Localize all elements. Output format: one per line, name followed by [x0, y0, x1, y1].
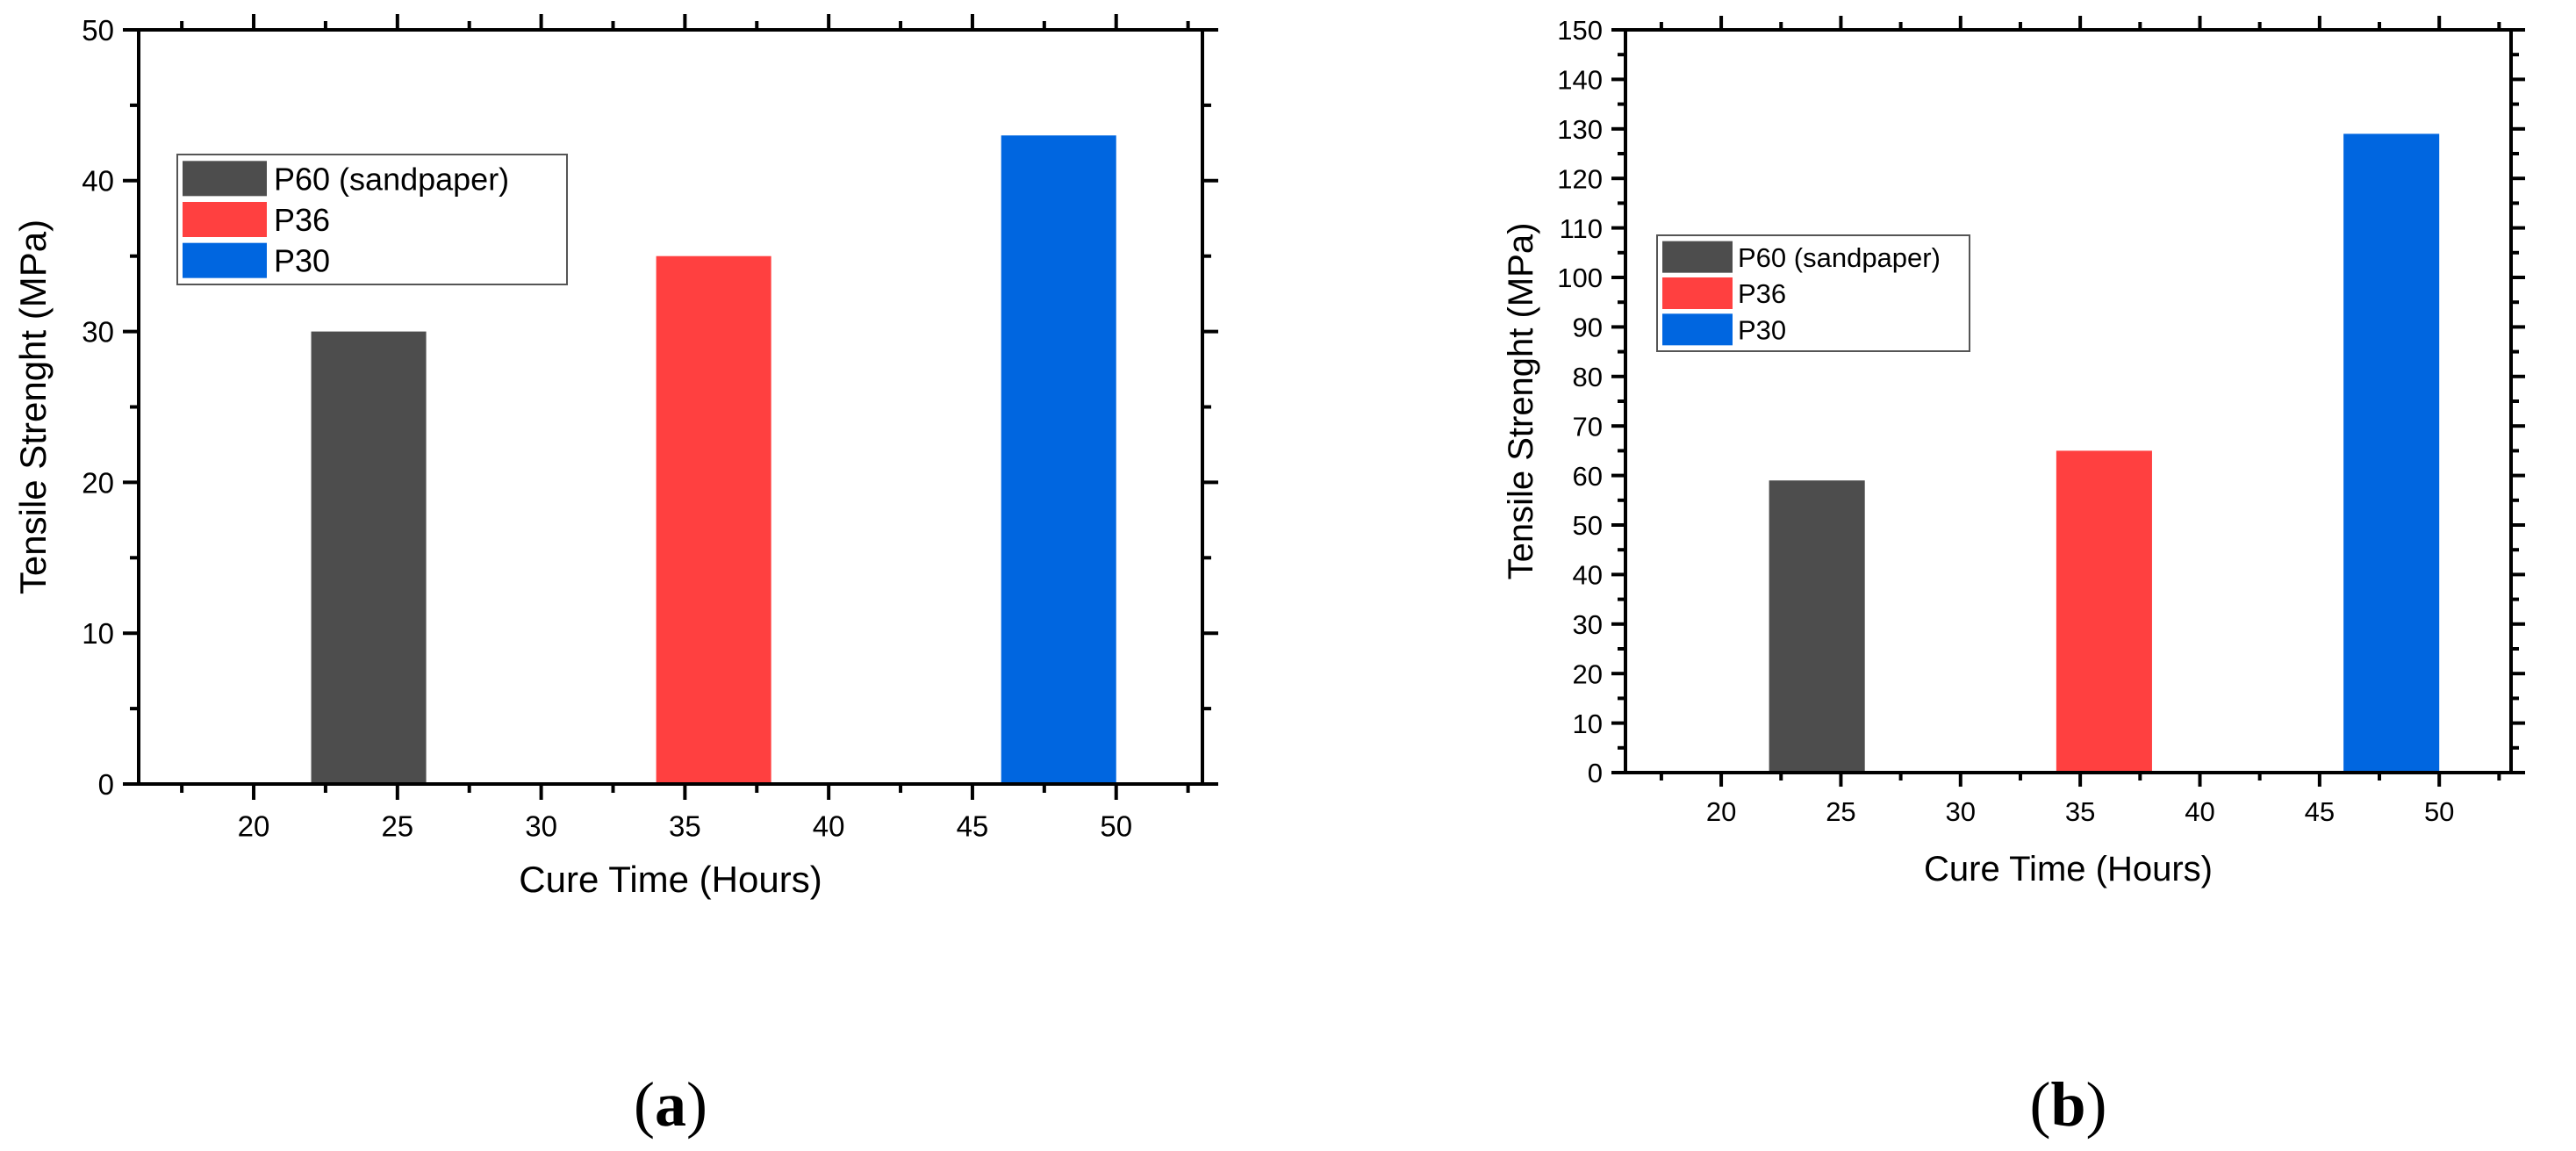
panel-label-letter: b	[2050, 1069, 2085, 1140]
legend-swatch-p60	[1662, 241, 1733, 273]
y-tick-label: 20	[82, 466, 114, 499]
legend-label: P60 (sandpaper)	[274, 161, 509, 197]
legend-label: P36	[1738, 278, 1786, 309]
panel-label-open-paren: (	[634, 1069, 655, 1140]
y-axis-title: Tensile Strenght (MPa)	[1502, 223, 1540, 580]
chart-a: 0 10 20 30 40 50 20 25 30 35 40 45 50 Cure Time (Hour…	[12, 14, 1218, 1140]
y-tick-label: 40	[82, 165, 114, 198]
x-tick-label: 25	[1826, 796, 1855, 827]
y-tick-label: 50	[82, 14, 114, 47]
y-tick-label: 70	[1573, 411, 1603, 442]
y-tick-label: 110	[1560, 213, 1603, 244]
y-tick-label: 80	[1573, 362, 1603, 392]
bar-p30	[2343, 133, 2440, 773]
y-tick-label: 30	[82, 315, 114, 348]
x-tick-label: 35	[669, 809, 701, 842]
y-tick-label: 10	[1573, 709, 1603, 739]
y-tick-label: 150	[1557, 15, 1603, 46]
x-tick-label: 30	[525, 809, 557, 842]
panel-label-close-paren: )	[2086, 1069, 2107, 1140]
y-tick-label: 20	[1573, 658, 1603, 689]
y-tick-label: 130	[1557, 114, 1603, 145]
y-tick-label: 120	[1557, 163, 1603, 194]
bar-p36	[2056, 450, 2152, 773]
y-tick-label: 0	[98, 768, 114, 801]
x-tick-label: 40	[813, 809, 845, 842]
panel-label-letter: a	[655, 1069, 686, 1140]
legend-label: P36	[274, 202, 330, 238]
bar-p60	[311, 331, 427, 785]
panel-label: (b)	[2029, 1069, 2106, 1140]
legend-label: P60 (sandpaper)	[1738, 242, 1941, 273]
y-tick-label: 30	[1573, 609, 1603, 640]
bar-p60	[1769, 480, 1865, 773]
panel-label-open-paren: (	[2029, 1069, 2050, 1140]
legend-swatch-p36	[1662, 277, 1733, 309]
y-tick-label: 140	[1557, 65, 1603, 96]
panel-label: (a)	[634, 1069, 707, 1140]
y-tick-label: 100	[1557, 263, 1603, 293]
legend-swatch-p36	[183, 202, 267, 237]
legend-swatch-p60	[183, 161, 267, 197]
x-tick-label: 25	[381, 809, 413, 842]
y-tick-label: 40	[1573, 560, 1603, 591]
legend: P60 (sandpaper) P36 P30	[1656, 234, 1970, 352]
x-tick-label: 50	[1100, 809, 1132, 842]
x-tick-label: 40	[2185, 796, 2214, 827]
chart-b: 0 10 20 30 40 50 60 70 80 90 100 110 120 130 140 150 20 2…	[1502, 15, 2525, 1140]
x-tick-label: 30	[1946, 796, 1976, 827]
x-axis-title: Cure Time (Hours)	[1924, 850, 2213, 888]
x-tick-label: 50	[2424, 796, 2454, 827]
y-axis-title: Tensile Strenght (MPa)	[12, 219, 54, 594]
legend-label: P30	[274, 243, 330, 279]
x-tick-label: 20	[1706, 796, 1736, 827]
x-tick-label: 45	[2305, 796, 2335, 827]
y-tick-label: 60	[1573, 461, 1603, 492]
legend: P60 (sandpaper) P36 P30	[176, 154, 568, 285]
bar-p30	[1001, 135, 1116, 784]
y-tick-label: 50	[1573, 510, 1603, 541]
legend-label: P30	[1738, 314, 1786, 345]
legend-swatch-p30	[1662, 313, 1733, 346]
x-tick-label: 45	[957, 809, 989, 842]
y-tick-label: 90	[1573, 313, 1603, 343]
legend-swatch-p30	[183, 242, 267, 278]
x-axis-title: Cure Time (Hours)	[519, 859, 822, 900]
y-tick-label: 0	[1588, 758, 1603, 788]
x-tick-label: 35	[2065, 796, 2095, 827]
y-tick-label: 10	[82, 617, 114, 650]
bar-p36	[656, 255, 771, 784]
x-tick-label: 20	[238, 809, 270, 842]
panel-label-close-paren: )	[686, 1069, 707, 1140]
